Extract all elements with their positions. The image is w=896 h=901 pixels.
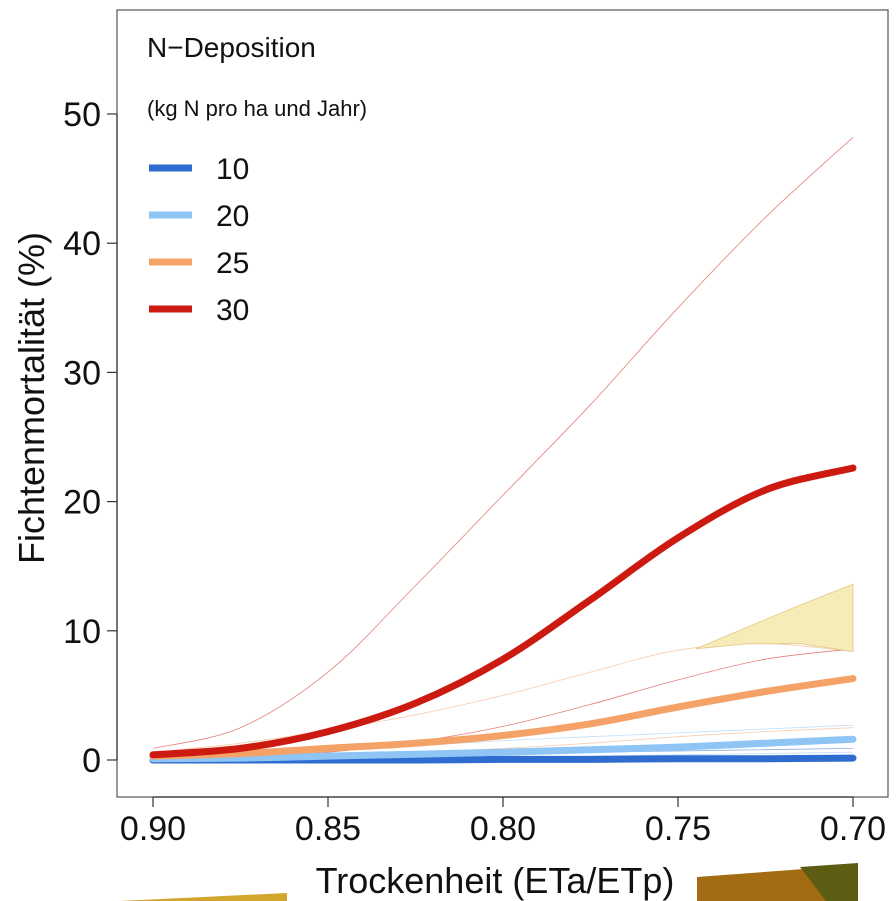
- legend-label-10: 10: [216, 153, 249, 186]
- band-upper-30: [152, 137, 854, 749]
- x-tick-label: 0.85: [295, 810, 361, 848]
- left-decor-swatch: [120, 893, 287, 901]
- series-line-30: [149, 464, 857, 759]
- y-tick-label: 20: [63, 484, 101, 522]
- confidence-bands: [152, 137, 854, 761]
- legend-title: N−Deposition: [147, 32, 316, 63]
- x-tick-label: 0.70: [820, 810, 886, 848]
- highlight-band: [695, 583, 854, 652]
- legend-label-20: 20: [216, 200, 249, 233]
- series-lines: [149, 464, 857, 764]
- y-axis-title: Fichtenmortalität (%): [11, 232, 52, 564]
- x-axis-title: Trockenheit (ETa/ETp): [316, 860, 675, 901]
- x-axis: 0.90 0.85 0.80 0.75 0.70: [120, 796, 886, 848]
- right-decor-swatch-dark: [800, 863, 858, 901]
- legend-items: 10 20 25 30: [149, 153, 249, 327]
- x-ticks: 0.90 0.85 0.80 0.75 0.70: [120, 797, 886, 848]
- x-tick-label: 0.80: [470, 810, 536, 848]
- y-tick-label: 50: [63, 96, 101, 134]
- legend-subtitle: (kg N pro ha und Jahr): [147, 96, 367, 121]
- y-tick-label: 30: [63, 354, 101, 392]
- y-tick-label: 0: [82, 742, 101, 780]
- y-tick-label: 40: [63, 225, 101, 263]
- x-tick-label: 0.90: [120, 810, 186, 848]
- y-axis: 0 10 20 30 40 50: [63, 96, 118, 780]
- series-line-20: [149, 735, 857, 763]
- legend: N−Deposition (kg N pro ha und Jahr) 10 20…: [147, 32, 367, 327]
- legend-label-25: 25: [216, 247, 249, 280]
- y-ticks: 0 10 20 30 40 50: [63, 96, 117, 780]
- legend-label-30: 30: [216, 294, 249, 327]
- series-line-25: [149, 675, 857, 760]
- y-tick-label: 10: [63, 613, 101, 651]
- x-tick-label: 0.75: [645, 810, 711, 848]
- plot-area-frame: [116, 9, 889, 798]
